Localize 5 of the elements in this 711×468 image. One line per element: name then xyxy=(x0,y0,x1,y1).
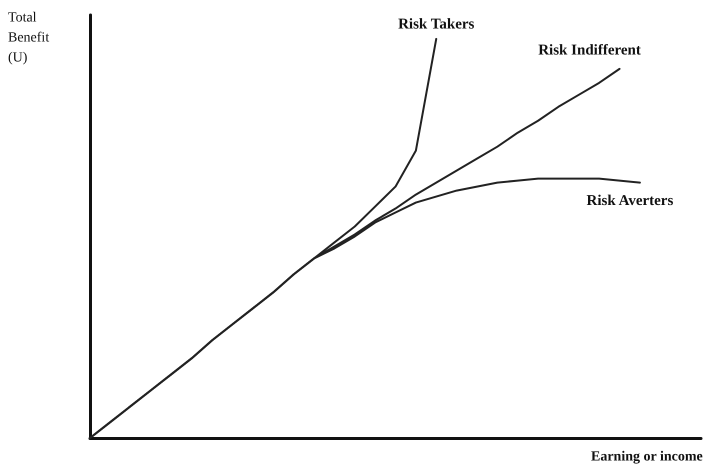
y-axis-title: Total Benefit (U) xyxy=(8,10,53,66)
series-label: Risk Averters xyxy=(586,193,674,210)
x-axis-title: Earning or income xyxy=(591,450,703,464)
series-label: Risk Takers xyxy=(398,16,475,32)
series-label: Risk Indifferent xyxy=(538,42,641,58)
